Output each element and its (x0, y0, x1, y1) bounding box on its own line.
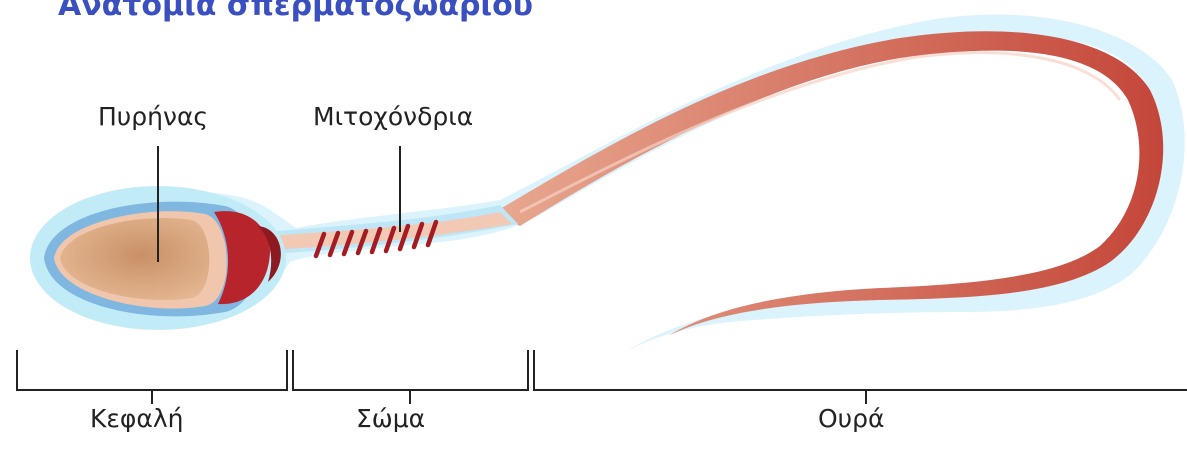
head-bracket (16, 350, 288, 391)
nucleus-label: Πυρήνας (98, 102, 209, 131)
head-section-label: Κεφαλή (90, 404, 184, 433)
tail-flagellum (495, 31, 1164, 337)
tail-bracket (533, 350, 1187, 391)
mitochondria-rings (313, 219, 439, 259)
body-bracket (292, 350, 529, 391)
body-section-label: Σώμα (356, 404, 426, 433)
section-brackets (16, 350, 1187, 404)
tail-section-label: Ουρά (818, 404, 885, 433)
mitochondria-label: Μιτοχόνδρια (313, 102, 474, 131)
label-pointers (157, 146, 401, 262)
diagram-title: Ανατομία σπερματοζωαρίου (58, 0, 533, 23)
